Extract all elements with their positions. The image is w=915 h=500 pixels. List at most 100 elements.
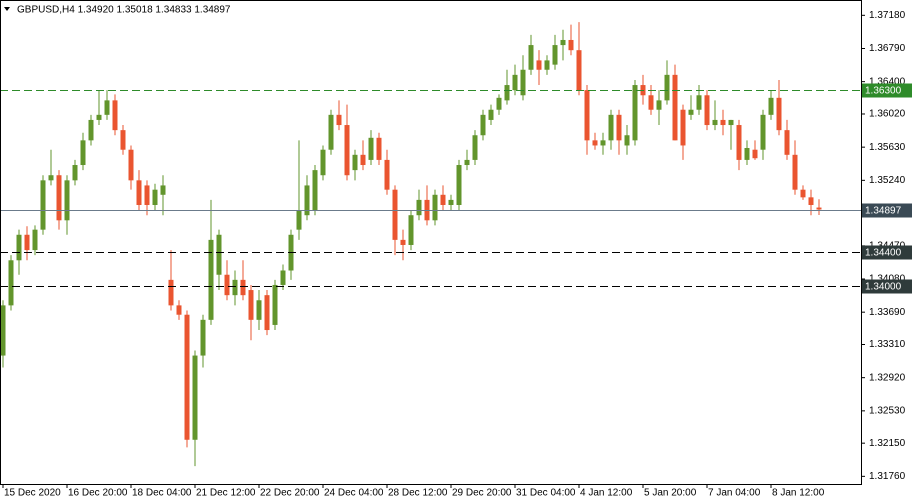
candle-body [24,234,30,251]
candle-body [680,109,686,146]
x-tick-label: 7 Jan 04:00 [708,488,761,499]
candle-body [128,149,134,181]
x-tick-label: 28 Dec 12:00 [388,488,448,499]
candle-body [80,140,86,166]
candle-body [168,279,174,306]
candle-body [496,97,502,110]
candle-body [736,125,742,160]
candle-body [440,194,446,205]
candle-body [744,148,750,160]
x-tick-label: 15 Dec 2020 [4,488,61,499]
candle-body [560,39,566,46]
candle-body [808,197,814,205]
plot-frame [0,0,862,485]
candle-body [360,154,366,166]
y-tick-label: 1.33690 [869,307,906,318]
candle-body [192,355,198,440]
candle-body [448,199,454,205]
candle-body [416,199,422,216]
candle-body [32,229,38,251]
price-level-label: 1.34000 [865,282,902,293]
candle-body [600,140,606,146]
candle-body [768,97,774,115]
menu-arrow[interactable] [4,7,10,11]
candle-body [280,270,286,285]
candle-body [576,50,582,91]
candle-body [328,114,334,150]
y-tick-label: 1.36790 [869,43,906,54]
candle-body [784,130,790,155]
candle-body [224,274,230,296]
candle-body [40,180,46,230]
candle-body [552,45,558,65]
candle-body [624,135,630,146]
y-tick-label: 1.32920 [869,372,906,383]
candle-body [520,69,526,96]
x-tick-label: 4 Jan 12:00 [580,488,633,499]
price-level-box [862,83,912,98]
candle-body [296,210,302,230]
candle-body [152,189,158,205]
candle-body [88,119,94,141]
candle-body [160,185,166,195]
candle-body [216,234,222,275]
candle-body [392,189,398,240]
candle-body [592,140,598,146]
candle-body [616,114,622,141]
candle-body [648,95,654,110]
candle-body [776,97,782,131]
candle-body [208,239,214,320]
candle-body [320,149,326,176]
x-tick-label: 8 Jan 12:00 [772,488,825,499]
candle-body [232,279,238,296]
candle-body [464,159,470,166]
y-tick-label: 1.32150 [869,438,906,449]
candle-body [704,95,710,126]
candle-body [16,234,22,261]
candle-body [304,185,310,216]
price-level-box [862,279,912,294]
candle-body [688,109,694,115]
candle-body [456,165,462,205]
candle-body [336,114,342,126]
candle-body [240,279,246,296]
candle-body [272,284,278,325]
candle-body [672,74,678,141]
candle-body [112,100,118,131]
candle-body [408,215,414,245]
candle-body [752,149,758,159]
candle-body [800,189,806,198]
candle-body [384,159,390,190]
candle-body [344,125,350,176]
candle-body [96,114,102,120]
y-tick-label: 1.31760 [869,471,906,482]
candle-body [544,60,550,70]
candle-body [248,290,254,320]
candle-body [312,170,318,211]
plot-area [0,22,861,467]
candle-body [720,119,726,126]
candle-body [376,137,382,160]
candle-body [480,114,486,136]
candle-body [664,74,670,101]
candle-body [504,85,510,101]
y-tick-label: 1.33310 [869,339,906,350]
candle-body [56,175,62,221]
price-level-box [862,203,912,218]
price-level-label: 1.36300 [865,86,902,97]
candle-body [712,119,718,126]
candle-body [536,60,542,70]
candle-body [816,207,822,210]
candle-body [432,194,438,221]
x-tick-label: 24 Dec 04:00 [324,488,384,499]
chart-title: GBPUSD,H4 1.34920 1.35018 1.34833 1.3489… [17,5,231,16]
candle-body [528,45,534,70]
candle-body [472,135,478,160]
candle-body [0,305,6,356]
x-tick-label: 5 Jan 20:00 [644,488,697,499]
y-tick-label: 1.36020 [869,109,906,120]
x-tick-label: 18 Dec 04:00 [132,488,192,499]
candle-body [256,300,262,320]
x-tick-label: 22 Dec 20:00 [260,488,320,499]
